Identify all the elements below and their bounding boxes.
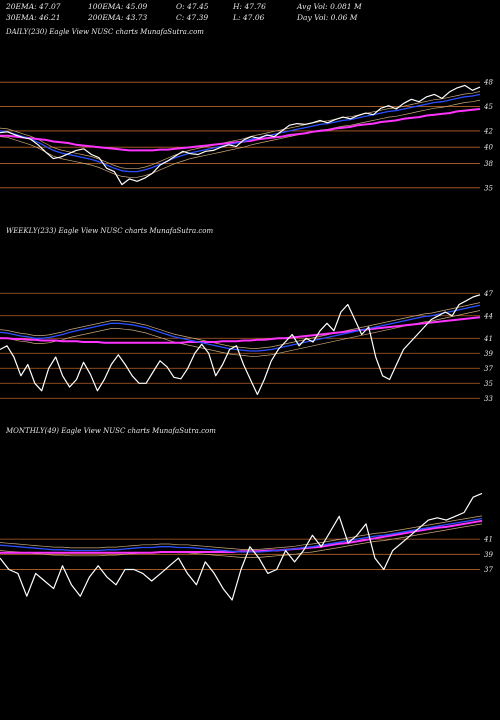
daily-panel-label: DAILY(230) Eagle View NUSC charts Munafa… xyxy=(6,28,204,36)
weekly-tick-label: 41 xyxy=(483,335,493,343)
monthly-panel-label: MONTHLY(49) Eagle View NUSC charts Munaf… xyxy=(6,427,216,435)
daily-tick-label: 45 xyxy=(483,103,493,111)
weekly-tick-label: 44 xyxy=(483,312,493,320)
weekly-tick-label: 33 xyxy=(484,395,493,403)
monthly-ema-long-line xyxy=(0,519,483,554)
weekly-price-line xyxy=(0,294,481,396)
monthly-tick-label: 41 xyxy=(483,536,493,544)
daily-tick-label: 42 xyxy=(483,127,493,135)
stat-low: L: 47.06 xyxy=(233,13,265,22)
daily-tick-label: 48 xyxy=(483,79,493,87)
monthly-tick-label: 37 xyxy=(484,566,493,574)
stat-avg-vol: Avg Vol: 0.081 M xyxy=(297,2,362,11)
monthly-ema-ribbon xyxy=(0,515,483,550)
stat-high: H: 47.76 xyxy=(233,2,266,11)
weekly-panel: 47 44 41 39 37 35 33 xyxy=(0,290,493,403)
daily-price-line xyxy=(0,84,481,186)
monthly-ema-ribbon xyxy=(0,523,483,558)
stat-200ema: 200EMA: 43.73 xyxy=(88,13,148,22)
daily-ema-ribbon xyxy=(0,91,481,170)
daily-ema-long-line xyxy=(0,108,481,152)
monthly-ema-short-line xyxy=(0,517,483,553)
weekly-tick-label: 39 xyxy=(484,350,493,358)
stat-open: O: 47.45 xyxy=(176,2,209,11)
stat-100ema: 100EMA: 45.09 xyxy=(88,2,148,11)
monthly-price-line xyxy=(0,492,483,601)
weekly-tick-label: 47 xyxy=(483,290,493,298)
monthly-panel: 41 39 37 xyxy=(0,492,493,601)
daily-tick-label: 40 xyxy=(483,144,493,152)
weekly-ema-long-line xyxy=(0,316,481,344)
daily-panel: 48 45 42 40 38 35 xyxy=(0,79,493,192)
weekly-tick-label: 37 xyxy=(484,365,493,373)
stat-day-vol: Day Vol: 0.06 M xyxy=(297,13,358,22)
stat-30ema: 30EMA: 46.21 xyxy=(6,13,61,22)
weekly-tick-label: 35 xyxy=(484,380,493,388)
stat-20ema: 20EMA: 47.07 xyxy=(6,2,61,11)
weekly-ema-ribbon xyxy=(0,302,481,349)
weekly-panel-label: WEEKLY(233) Eagle View NUSC charts Munaf… xyxy=(6,227,214,235)
monthly-tick-label: 39 xyxy=(484,551,493,559)
daily-ema-short-line xyxy=(0,93,481,173)
stat-close: C: 47.39 xyxy=(176,13,209,22)
weekly-ema-short-line xyxy=(0,304,481,352)
daily-tick-label: 38 xyxy=(484,160,493,168)
daily-ema-ribbon xyxy=(0,99,481,178)
daily-tick-label: 35 xyxy=(484,184,493,192)
